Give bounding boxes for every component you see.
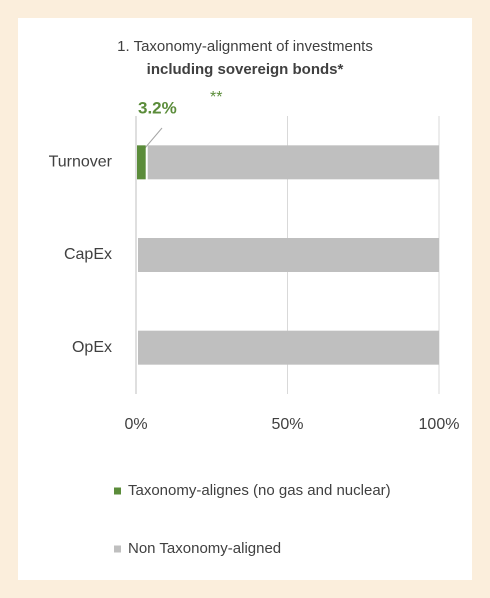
bar-segment <box>138 330 439 365</box>
x-tick-label: 50% <box>271 416 303 433</box>
y-tick-label: OpEx <box>72 339 112 356</box>
bar-segment <box>138 238 439 272</box>
chart-subtitle: including sovereign bonds* <box>147 61 344 78</box>
leader-line <box>144 127 163 149</box>
y-tick-label: CapEx <box>64 246 112 263</box>
chart-title: 1. Taxonomy-alignment of investments <box>117 38 373 55</box>
x-tick-label: 100% <box>419 416 460 433</box>
legend-swatch <box>114 545 121 553</box>
annotation: ** <box>210 89 222 106</box>
x-tick-label: 0% <box>124 416 147 433</box>
legend-label: Taxonomy-alignes (no gas and nuclear) <box>128 482 391 499</box>
data-label: 3.2% <box>138 98 177 117</box>
legend-label: Non Taxonomy-aligned <box>128 540 281 557</box>
panel <box>18 18 472 580</box>
bar-segment <box>137 145 146 180</box>
bar-segment <box>147 145 440 180</box>
y-tick-label: Turnover <box>49 154 113 171</box>
legend-swatch <box>114 487 121 495</box>
